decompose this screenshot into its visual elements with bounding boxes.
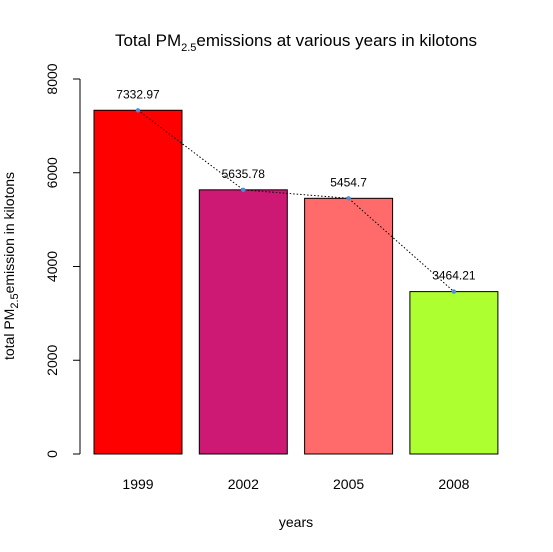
data-label: 3464.21 xyxy=(432,269,476,283)
y-tick-label: 6000 xyxy=(44,157,60,188)
trend-point xyxy=(451,289,457,294)
y-ticks: 0 2000 4000 6000 8000 xyxy=(44,63,80,458)
y-axis-label: total PM2.5emission in kilotons xyxy=(1,172,21,360)
bar xyxy=(304,197,394,455)
trend-point xyxy=(241,187,246,193)
y-axis-label-suffix: emission in kilotons xyxy=(1,172,17,293)
y-tick-label: 4000 xyxy=(44,251,60,282)
y-axis-label-prefix: total PM xyxy=(1,309,17,360)
chart-title: Total PM2.5emissions at various years in… xyxy=(115,31,477,54)
trend-point xyxy=(135,108,141,113)
bar xyxy=(198,189,288,455)
x-tick-labels: 1999 2002 2005 2008 xyxy=(122,476,469,492)
y-axis-label-subscript: 2.5 xyxy=(9,293,21,308)
y-tick-label: 0 xyxy=(44,450,60,458)
trend-point xyxy=(346,196,351,201)
trend-polyline xyxy=(137,109,455,292)
x-tick-label: 2005 xyxy=(333,476,364,492)
x-axis-label: years xyxy=(279,514,313,530)
data-label: 7332.97 xyxy=(116,87,160,101)
chart-title-suffix: emissions at various years in kilotons xyxy=(196,31,477,50)
chart-title-prefix: Total PM xyxy=(115,31,181,50)
bar xyxy=(93,109,183,455)
bar xyxy=(409,291,499,455)
x-tick-label: 2008 xyxy=(438,476,469,492)
chart-title-subscript: 2.5 xyxy=(181,42,196,54)
x-tick-label: 1999 xyxy=(122,476,153,492)
y-tick-label: 2000 xyxy=(44,344,60,375)
y-tick-label: 8000 xyxy=(44,63,60,94)
trend-line xyxy=(135,108,457,294)
x-tick-label: 2002 xyxy=(228,476,259,492)
data-label: 5454.7 xyxy=(330,175,367,189)
data-label: 5635.78 xyxy=(222,167,266,181)
data-labels: 7332.97 5635.78 5454.7 3464.21 xyxy=(116,87,476,282)
